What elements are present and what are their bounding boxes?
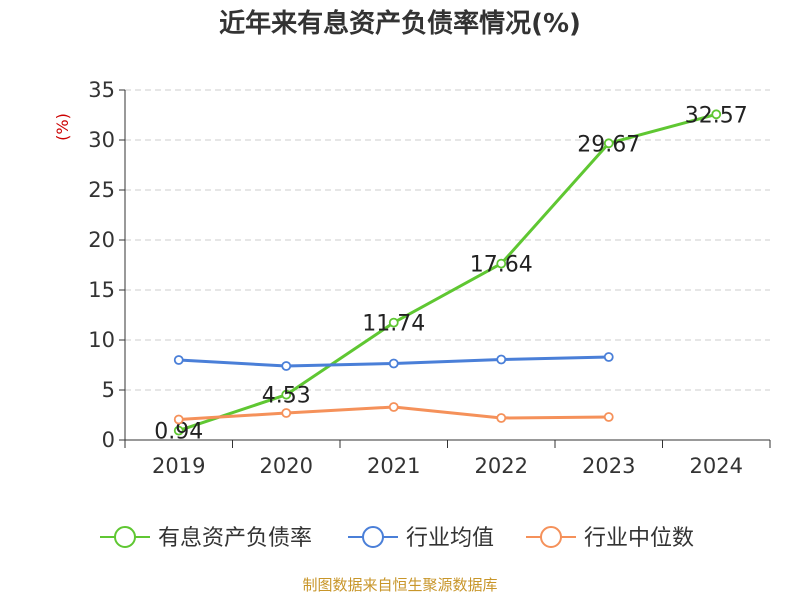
data-point <box>388 402 399 412</box>
data-point <box>281 361 292 371</box>
legend-label: 行业均值 <box>406 526 494 551</box>
source-note: 制图数据来自恒生聚源数据库 <box>302 576 497 594</box>
legend-marker <box>362 526 384 548</box>
data-point <box>281 408 292 418</box>
y-tick-label: 10 <box>88 328 115 352</box>
legend-label: 行业中位数 <box>584 526 694 551</box>
data-label: 11.74 <box>362 312 425 337</box>
data-point <box>173 414 184 425</box>
data-point <box>496 413 507 423</box>
data-point <box>173 425 184 436</box>
data-point <box>603 352 614 362</box>
x-tick-label: 2023 <box>582 454 635 478</box>
y-tick-label: 0 <box>102 428 115 452</box>
y-tick-label: 15 <box>88 278 115 302</box>
x-tick-label: 2020 <box>260 454 313 478</box>
x-tick-label: 2022 <box>475 454 528 478</box>
data-point <box>496 354 507 365</box>
data-point <box>388 358 399 369</box>
x-tick-label: 2021 <box>367 454 420 478</box>
data-label: 32.57 <box>685 103 748 128</box>
x-tick-label: 2019 <box>152 454 205 478</box>
data-point <box>711 109 722 120</box>
y-axis-label: (%) <box>53 113 72 141</box>
y-tick-label: 5 <box>102 378 115 402</box>
data-label: 4.53 <box>262 384 311 409</box>
axes: 0 5 10 15 20 25 30 35 2019 2020 2021 2022 2023 2024 <box>88 78 771 478</box>
data-point <box>173 355 184 365</box>
data-point <box>281 389 292 400</box>
legend-label: 有息资产负债率 <box>158 526 312 551</box>
chart-title: 近年来有息资产负债率情况(%) <box>219 8 581 39</box>
data-point <box>603 412 614 422</box>
y-tick-label: 20 <box>88 228 115 252</box>
y-tick-label: 25 <box>88 178 115 202</box>
series-line <box>178 112 717 433</box>
legend: 有息资产负债率 行业均值 行业中位数 <box>100 526 694 551</box>
y-tick-label: 30 <box>88 128 115 152</box>
legend-marker <box>540 526 562 548</box>
legend-marker <box>114 526 136 548</box>
y-tick-label: 35 <box>88 78 115 102</box>
grid-lines <box>125 89 770 391</box>
x-tick-label: 2024 <box>690 454 743 478</box>
data-label: 29.67 <box>577 132 640 157</box>
data-point <box>388 317 399 328</box>
data-point <box>496 258 507 269</box>
data-point <box>603 138 614 149</box>
data-label: 17.64 <box>470 253 533 278</box>
